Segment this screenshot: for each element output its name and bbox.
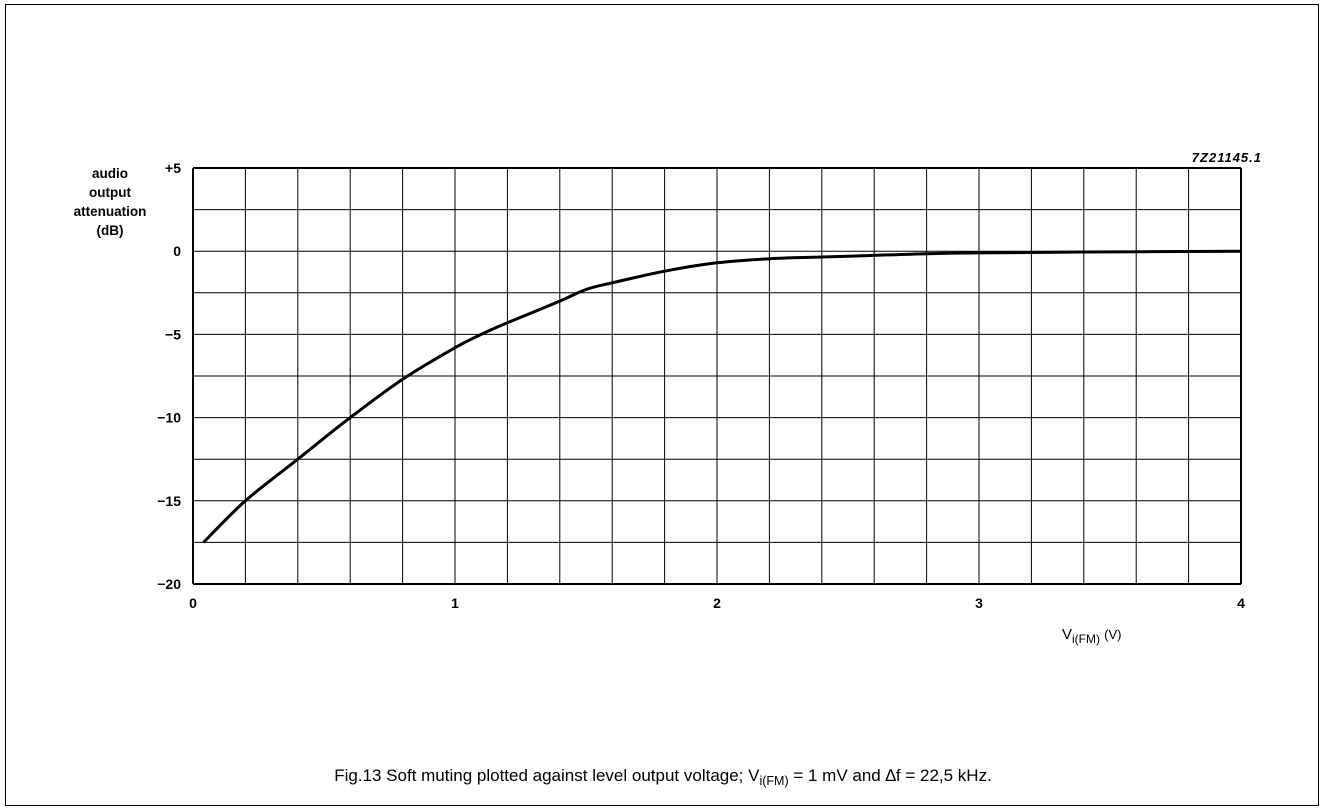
figure-caption: Fig.13 Soft muting plotted against level… — [0, 766, 1326, 788]
y-tick-label: −20 — [157, 576, 181, 592]
x-tick-label: 1 — [451, 595, 459, 611]
x-axis-label-unit: (V) — [1104, 627, 1122, 642]
tick-labels: +5 0 −5 −10 −15 −20 0 1 2 3 4 — [157, 160, 1245, 611]
y-tick-label: −10 — [157, 410, 181, 426]
figure-frame — [5, 4, 1319, 806]
x-axis-label-sub: i(FM) — [1072, 632, 1100, 646]
y-axis-label-line: output — [89, 185, 131, 200]
x-tick-label: 0 — [189, 595, 197, 611]
x-tick-label: 3 — [975, 595, 983, 611]
series-line — [202, 249, 1242, 544]
y-axis-label: audio output attenuation (dB) — [58, 164, 162, 240]
x-axis-label: Vi(FM) (V) — [1062, 626, 1122, 646]
chart-grid — [192, 167, 1242, 585]
caption-suffix: = 1 mV and ∆f = 22,5 kHz. — [788, 766, 992, 785]
y-tick-label: 0 — [173, 243, 181, 259]
figure-code: 7Z21145.1 — [1191, 150, 1262, 165]
caption-prefix: Fig.13 Soft muting plotted against level… — [334, 766, 760, 785]
y-axis-label-line: (dB) — [96, 223, 124, 238]
y-tick-label: −5 — [165, 326, 181, 342]
y-tick-label: +5 — [165, 160, 181, 176]
y-tick-label: −15 — [157, 493, 181, 509]
y-axis-label-line: audio — [92, 166, 128, 181]
x-axis-label-main: V — [1062, 626, 1073, 643]
x-tick-label: 4 — [1237, 595, 1245, 611]
y-axis-label-line: attenuation — [73, 204, 147, 219]
x-tick-label: 2 — [713, 595, 721, 611]
caption-subscript: i(FM) — [759, 774, 789, 788]
